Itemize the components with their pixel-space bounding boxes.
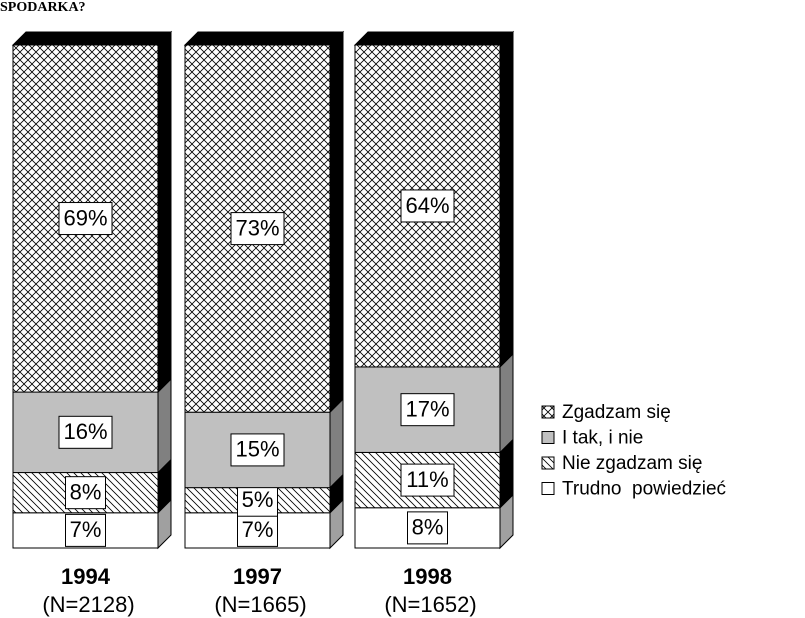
x-tick-label: 1994 <box>61 564 111 589</box>
value-label-box <box>65 513 106 547</box>
legend-label: Zgadzam się <box>562 402 671 423</box>
value-label: 5% <box>242 487 274 512</box>
legend-swatch <box>541 431 555 444</box>
bar-top <box>183 31 345 46</box>
legend-swatch <box>541 482 555 495</box>
value-label: 11% <box>406 467 448 492</box>
x-tick-sublabel: (N=2128) <box>42 592 134 617</box>
x-tick-sublabel: (N=1665) <box>214 592 306 617</box>
value-label: 8% <box>70 479 102 504</box>
chart-title: SPODARKA? <box>0 0 86 15</box>
value-label-box <box>237 513 278 547</box>
value-label-box <box>58 415 113 449</box>
value-label: 64% <box>405 193 449 218</box>
value-label-box <box>58 202 113 236</box>
x-tick-label: 1998 <box>403 564 452 589</box>
value-label: 15% <box>235 437 279 462</box>
bar-side <box>499 30 514 369</box>
value-label-box <box>237 483 278 517</box>
bar-top <box>353 31 515 46</box>
value-label: 16% <box>63 419 107 444</box>
legend-swatch <box>541 456 555 470</box>
value-label-box <box>400 463 455 497</box>
x-tick-label: 1997 <box>233 564 282 589</box>
bar-top <box>11 31 173 46</box>
legend-label: I tak, i nie <box>562 428 643 449</box>
bar-side <box>329 30 344 414</box>
bar-side <box>157 377 172 474</box>
value-label-box <box>230 212 285 246</box>
bar-side <box>157 30 172 394</box>
bar-side <box>499 352 514 454</box>
value-label-box <box>400 189 455 223</box>
value-label-box <box>400 393 455 427</box>
value-label: 73% <box>235 215 279 240</box>
value-label: 69% <box>63 205 107 230</box>
value-label: 7% <box>242 517 274 542</box>
bar-side <box>329 397 344 489</box>
x-tick-sublabel: (N=1652) <box>384 592 476 617</box>
value-label: 7% <box>70 517 102 542</box>
legend-swatch <box>541 405 555 419</box>
value-label-box <box>407 511 448 545</box>
value-label-box <box>230 433 285 467</box>
value-label: 8% <box>412 515 444 540</box>
legend-label: Trudno powiedzieć <box>562 479 726 500</box>
legend-label: Nie zgadzam się <box>562 453 702 474</box>
value-label-box <box>65 476 106 510</box>
value-label: 17% <box>405 396 449 421</box>
